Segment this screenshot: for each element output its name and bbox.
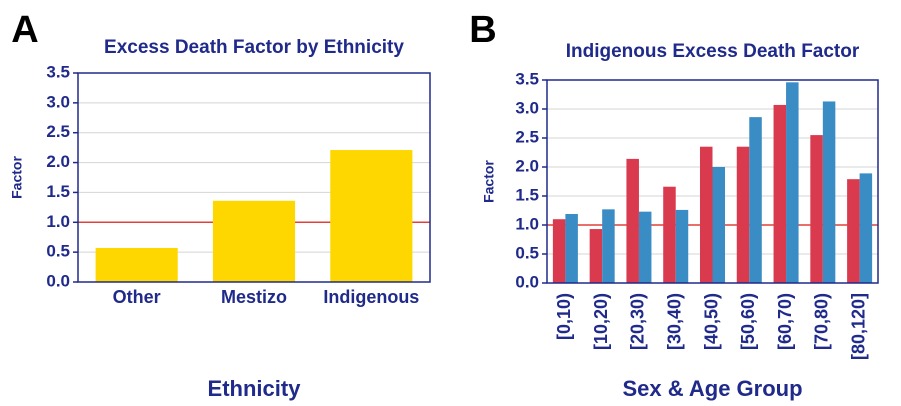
bar [663, 186, 676, 283]
x-tick-label: [40,50) [701, 293, 721, 350]
x-tick-label: [70,80) [812, 293, 832, 350]
x-tick-label: Indigenous [323, 287, 419, 307]
x-tick-label: [30,40) [664, 293, 684, 350]
panel-label: A [11, 9, 38, 51]
x-tick-label: Mestizo [221, 287, 287, 307]
y-tick-label: 2.0 [515, 156, 539, 175]
y-tick-label: 3.0 [515, 98, 539, 117]
bar [602, 209, 615, 283]
plot-frame [546, 79, 879, 284]
x-tick-label: [80,120] [848, 293, 868, 360]
x-tick-label: Other [113, 287, 161, 307]
y-tick-label: 0.5 [515, 243, 539, 262]
bar [675, 209, 689, 283]
bar [859, 173, 873, 283]
bar [736, 146, 750, 283]
panel-label: B [469, 9, 496, 51]
bar [786, 82, 799, 283]
chart-title: Excess Death Factor by Ethnicity [104, 37, 404, 58]
y-tick-label: 3.0 [46, 92, 70, 111]
bar [822, 101, 836, 284]
y-axis-label: Factor [481, 160, 497, 203]
y-tick-label: 2.5 [46, 122, 70, 141]
y-tick-label: 3.5 [46, 62, 70, 81]
bar [773, 104, 787, 283]
x-tick-label: [0,10) [554, 293, 574, 340]
bar [810, 135, 823, 283]
bar [330, 150, 413, 282]
y-tick-label: 0.0 [515, 272, 539, 291]
chart-title: Indigenous Excess Death Factor [566, 41, 860, 62]
x-axis-label: Sex & Age Group [622, 376, 802, 401]
y-tick-label: 1.5 [515, 185, 539, 204]
x-tick-label: [60,70) [775, 293, 795, 350]
y-tick-label: 1.0 [46, 212, 70, 231]
bar [847, 179, 860, 283]
bar [212, 200, 296, 282]
x-tick-label: [20,30) [628, 293, 648, 350]
y-tick-label: 0.5 [46, 242, 70, 261]
y-tick-label: 3.5 [515, 69, 539, 88]
x-tick-label: [10,20) [591, 293, 611, 350]
bar [552, 219, 566, 283]
bar [626, 158, 639, 283]
bar [699, 146, 713, 283]
bar [749, 117, 762, 284]
y-axis-label: Factor [9, 156, 25, 199]
y-tick-label: 1.5 [46, 182, 70, 201]
y-tick-label: 2.0 [46, 152, 70, 171]
plot-frame [77, 72, 431, 283]
x-tick-label: [50,60) [738, 293, 758, 350]
y-tick-label: 0.0 [46, 271, 70, 290]
bar [95, 247, 178, 282]
bar [565, 213, 578, 283]
y-tick-label: 2.5 [515, 127, 539, 146]
x-axis-label: Ethnicity [208, 376, 302, 401]
y-tick-label: 1.0 [515, 214, 539, 233]
bar [589, 229, 603, 283]
bar [638, 211, 652, 283]
bar [712, 167, 726, 283]
